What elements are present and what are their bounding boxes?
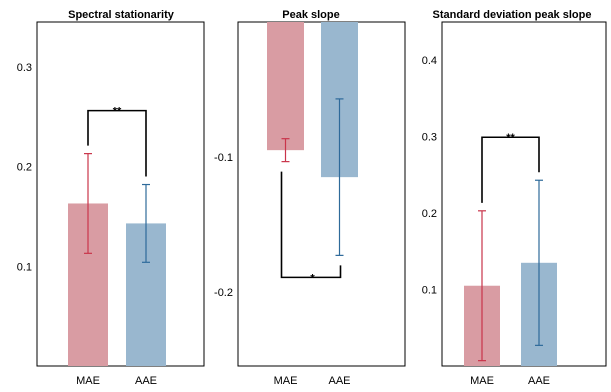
significance-bracket — [280, 171, 342, 279]
category-labels: MAE AAE — [76, 375, 157, 387]
panel-peak-slope: Peak slope -0.1 -0.2 * MAE AAE — [214, 9, 406, 387]
y-tick-label: -0.2 — [214, 287, 233, 299]
y-tick-label: 0.2 — [17, 162, 32, 174]
y-tick-label: 0.1 — [422, 285, 437, 297]
y-tick-label: 0.3 — [17, 62, 32, 74]
chart-title: Standard deviation peak slope — [433, 9, 592, 21]
category-label-aae: AAE — [328, 375, 350, 387]
significance-marker: * — [280, 171, 342, 284]
category-labels: MAE AAE — [274, 375, 351, 387]
significance-label: ** — [506, 132, 515, 144]
significance-label: * — [310, 272, 315, 284]
bars — [464, 262, 557, 366]
category-label-mae: MAE — [470, 375, 494, 387]
category-label-mae: MAE — [274, 375, 298, 387]
significance-marker: ** — [481, 132, 540, 203]
significance-bracket — [87, 109, 147, 177]
chart-title: Peak slope — [282, 9, 339, 21]
error-bars — [84, 153, 150, 263]
y-tick-label: 0.1 — [17, 261, 32, 273]
error-bars — [281, 98, 344, 256]
panel-spectral-stationarity: Spectral stationarity 0.1 0.2 0.3 ** MAE AA… — [17, 9, 205, 387]
category-labels: MAE AAE — [470, 375, 550, 387]
y-tick-labels: 0.1 0.2 0.3 — [17, 62, 32, 273]
bars — [68, 203, 166, 366]
y-tick-label: 0.4 — [422, 55, 437, 67]
y-tick-label: 0.2 — [422, 208, 437, 220]
category-label-aae: AAE — [528, 375, 550, 387]
y-tick-labels: 0.1 0.2 0.3 0.4 — [422, 55, 437, 296]
bar-mae — [267, 22, 304, 151]
chart-title: Spectral stationarity — [68, 9, 175, 21]
bars — [267, 22, 358, 178]
panel-standard-deviation-peak-slope: Standard deviation peak slope 0.10.20.30… — [422, 9, 607, 387]
category-label-mae: MAE — [76, 375, 100, 387]
significance-bracket — [481, 136, 540, 203]
y-tick-label: -0.1 — [214, 152, 233, 164]
significance-marker: ** — [87, 106, 147, 177]
category-label-aae: AAE — [135, 375, 157, 387]
y-tick-label: 0.3 — [422, 132, 437, 144]
plot-frame — [36, 21, 205, 367]
significance-label: ** — [113, 106, 122, 118]
error-bars — [478, 179, 543, 362]
y-tick-labels: -0.1 -0.2 — [214, 152, 233, 299]
